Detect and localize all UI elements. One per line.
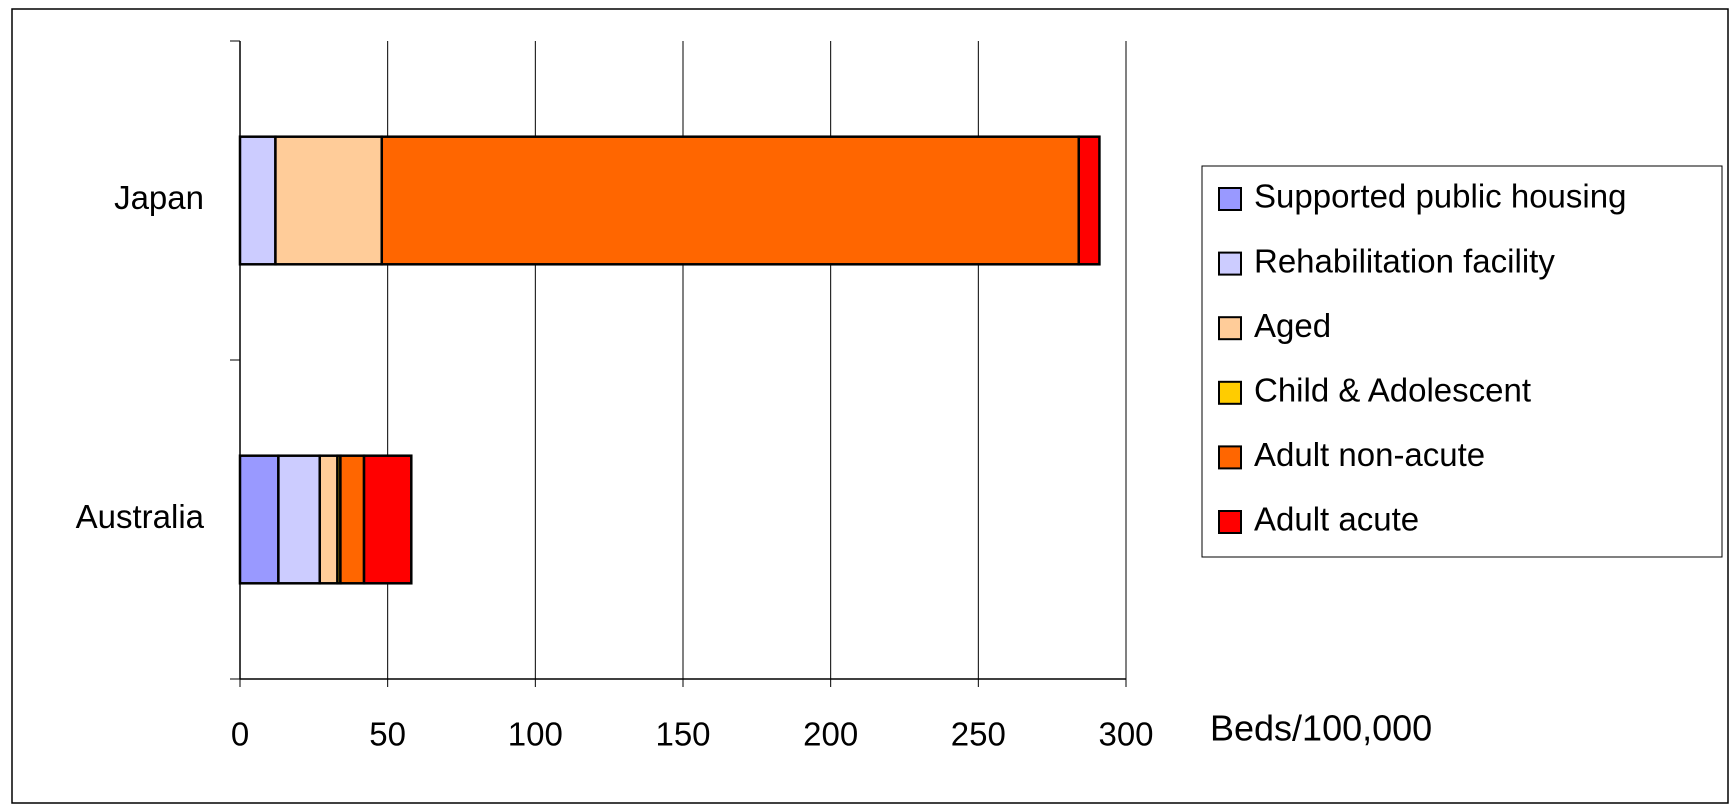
bar-segment [339,454,366,585]
bar-segment [238,454,280,585]
x-axis-label: Beds/100,000 [1210,708,1432,749]
legend-label: Adult non-acute [1254,436,1485,473]
legend-label: Adult acute [1254,501,1419,538]
y-tick-label: Japan [114,179,204,216]
legend-label: Supported public housing [1254,178,1626,215]
x-tick-label: 0 [231,716,249,753]
bar-segment [1077,135,1101,266]
legend-swatch [1218,445,1242,470]
x-tick-label: 100 [508,716,563,753]
bar-segment [238,135,277,266]
legend-label: Rehabilitation facility [1254,242,1555,279]
bar-segment [380,135,1080,266]
x-tick-label: 50 [369,716,406,753]
legend-swatch [1218,187,1242,211]
legend-label: Aged [1254,307,1331,344]
x-tick-label: 200 [803,716,858,753]
legend-swatch [1218,251,1242,276]
legend-swatch [1218,510,1242,534]
bar-segment [277,454,321,585]
y-tick-label: Australia [76,498,205,535]
x-tick-label: 300 [1098,716,1153,753]
legend-swatch [1218,380,1242,405]
x-tick-label: 150 [655,716,710,753]
bar-segment [362,454,413,585]
bar-segment [274,135,384,266]
legend-swatch [1218,316,1242,341]
x-tick-label: 250 [951,716,1006,753]
bar-segment [318,454,339,585]
legend-label: Child & Adolescent [1254,372,1531,409]
legend-box [1201,165,1723,558]
